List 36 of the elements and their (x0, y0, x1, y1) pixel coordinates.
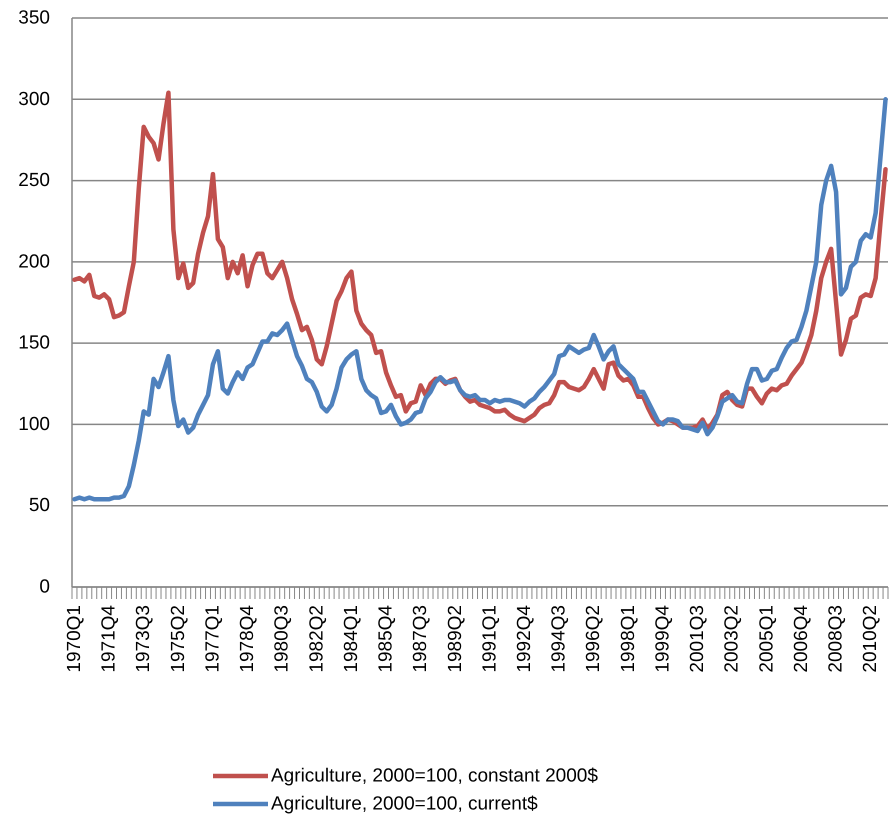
x-tick-label: 1973Q3 (133, 605, 154, 673)
x-tick-label: 2001Q3 (687, 605, 708, 673)
line-series (72, 90, 888, 432)
x-tick-label: 2003Q2 (722, 605, 743, 673)
x-tick-label: 1992Q4 (514, 604, 536, 673)
x-tick-label: 1985Q4 (376, 604, 397, 673)
x-tick-label: 1982Q2 (306, 605, 328, 673)
x-tick-label: 1996Q2 (583, 605, 604, 673)
x-tick-label: 1978Q4 (237, 604, 258, 673)
y-tick-label: 250 (18, 170, 50, 192)
x-tick-label: 1980Q3 (272, 605, 293, 673)
x-tick-label: 1991Q1 (479, 605, 500, 673)
x-tick-label: 1977Q1 (202, 605, 224, 673)
x-tick-label: 2005Q1 (756, 605, 778, 673)
y-tick-label: 100 (18, 414, 50, 435)
line-series (72, 97, 888, 502)
y-tick-label: 150 (18, 332, 50, 354)
x-tick-label: 1975Q2 (168, 605, 189, 673)
x-tick-label: 1984Q1 (340, 605, 362, 673)
y-tick-label: 350 (18, 8, 50, 28)
x-tick-label: 1998Q1 (618, 605, 639, 673)
y-tick-label: 0 (39, 576, 50, 598)
y-tick-label: 300 (18, 88, 50, 110)
x-tick-label: 1971Q4 (98, 604, 120, 673)
y-tick-label: 200 (18, 251, 50, 272)
legend-label: Agriculture, 2000=100, current$ (271, 794, 538, 814)
x-tick-label: 1999Q4 (652, 604, 674, 673)
x-tick-label: 1989Q2 (444, 605, 466, 673)
x-tick-label: 2010Q2 (860, 605, 882, 673)
x-tick-label: 1987Q3 (410, 605, 432, 673)
x-tick-label: 1970Q1 (64, 605, 85, 673)
x-tick-label: 2008Q3 (826, 605, 847, 673)
x-tick-label: 2006Q4 (790, 604, 812, 673)
y-tick-label: 50 (28, 495, 50, 516)
legend-label: Agriculture, 2000=100, constant 2000$ (271, 766, 598, 786)
x-tick-label: 1994Q3 (548, 605, 570, 673)
